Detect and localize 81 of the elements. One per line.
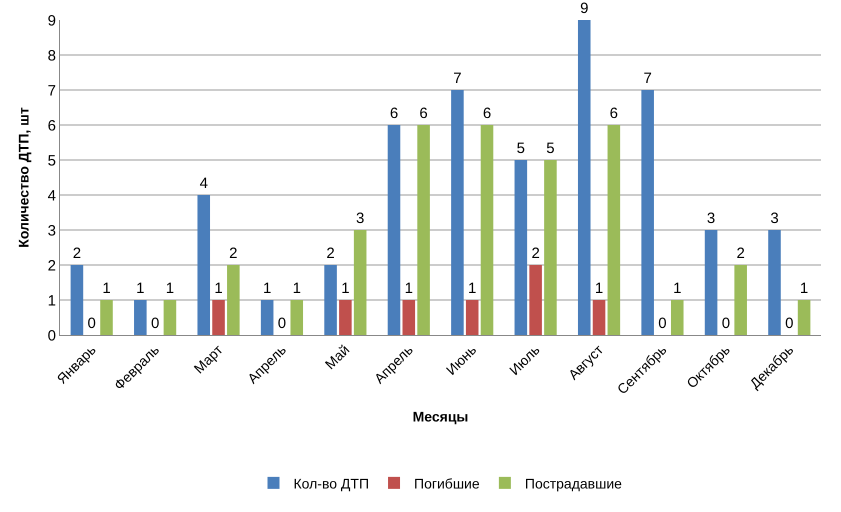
data-label: 6: [419, 105, 428, 122]
data-label: 2: [326, 245, 335, 262]
y-tick-label: 6: [48, 117, 56, 134]
data-label: 0: [278, 315, 286, 332]
data-label: 2: [72, 245, 82, 262]
y-tick-label: 2: [48, 257, 56, 274]
bar: [197, 195, 210, 335]
bar: [100, 300, 113, 335]
y-tick-label: 5: [48, 152, 56, 170]
bar: [734, 265, 747, 335]
bar: [798, 300, 810, 335]
data-label: 6: [482, 105, 492, 122]
data-label: 6: [610, 105, 618, 122]
y-tick-label: 3: [48, 222, 56, 240]
data-label: 1: [800, 280, 808, 297]
bar: [339, 300, 352, 335]
data-label: 0: [88, 315, 96, 332]
bar: [402, 300, 416, 335]
bar: [704, 230, 718, 335]
bar: [768, 230, 781, 335]
bar: [592, 300, 606, 335]
data-label: 1: [673, 280, 682, 297]
data-label: 3: [706, 210, 716, 227]
x-axis-title: Месяцы: [412, 408, 468, 425]
data-label: 9: [580, 0, 588, 17]
bar: [480, 125, 494, 335]
bar: [260, 300, 274, 335]
data-label: 6: [390, 105, 398, 122]
data-label: 0: [150, 315, 160, 332]
data-label: 1: [102, 280, 111, 297]
data-label: 1: [214, 280, 223, 297]
bar: [514, 160, 528, 335]
bar: [354, 230, 366, 335]
data-label: 0: [658, 315, 667, 332]
legend-label: Погибшие: [414, 475, 480, 492]
bar: [70, 265, 84, 335]
bar: [578, 20, 591, 335]
legend-label: Пострадавшие: [524, 475, 622, 492]
bar: [670, 300, 684, 335]
data-label: 2: [736, 245, 745, 262]
data-label: 7: [643, 70, 652, 87]
data-label: 1: [594, 280, 604, 297]
bar: [388, 125, 400, 335]
bar: [529, 265, 542, 335]
bar: [227, 265, 240, 335]
data-label: 5: [516, 140, 525, 157]
bar: [641, 90, 654, 335]
y-axis-title: Количество ДТП, шт: [15, 107, 32, 248]
data-label: 1: [468, 280, 476, 297]
bar: [466, 300, 478, 335]
bar: [451, 90, 464, 335]
bar: [324, 265, 337, 335]
bar: [134, 300, 147, 335]
bar: [290, 300, 304, 335]
y-tick-label: 7: [48, 82, 56, 100]
data-label: 1: [262, 280, 272, 297]
bar: [417, 125, 430, 335]
data-label: 1: [292, 280, 301, 297]
data-label: 4: [200, 175, 208, 192]
bar: [608, 125, 620, 335]
data-label: 1: [136, 280, 144, 297]
y-tick-label: 9: [48, 12, 56, 30]
y-tick-label: 1: [48, 292, 56, 310]
data-label: 2: [229, 245, 238, 262]
data-label: 3: [770, 210, 779, 227]
data-label: 7: [453, 70, 462, 87]
data-label: 5: [546, 140, 555, 157]
bar: [544, 160, 557, 335]
bar: [212, 300, 225, 335]
data-label: 2: [531, 245, 540, 262]
data-label: 0: [785, 315, 794, 332]
y-tick-label: 8: [48, 47, 56, 64]
data-label: 1: [404, 280, 413, 297]
y-tick-label: 0: [48, 327, 56, 344]
data-label: 1: [166, 280, 174, 297]
data-label: 3: [356, 210, 364, 227]
data-label: 0: [722, 315, 730, 332]
data-label: 1: [341, 280, 350, 297]
y-tick-label: 4: [48, 187, 56, 204]
legend-label: Кол-во ДТП: [294, 475, 370, 492]
bar: [164, 300, 176, 335]
